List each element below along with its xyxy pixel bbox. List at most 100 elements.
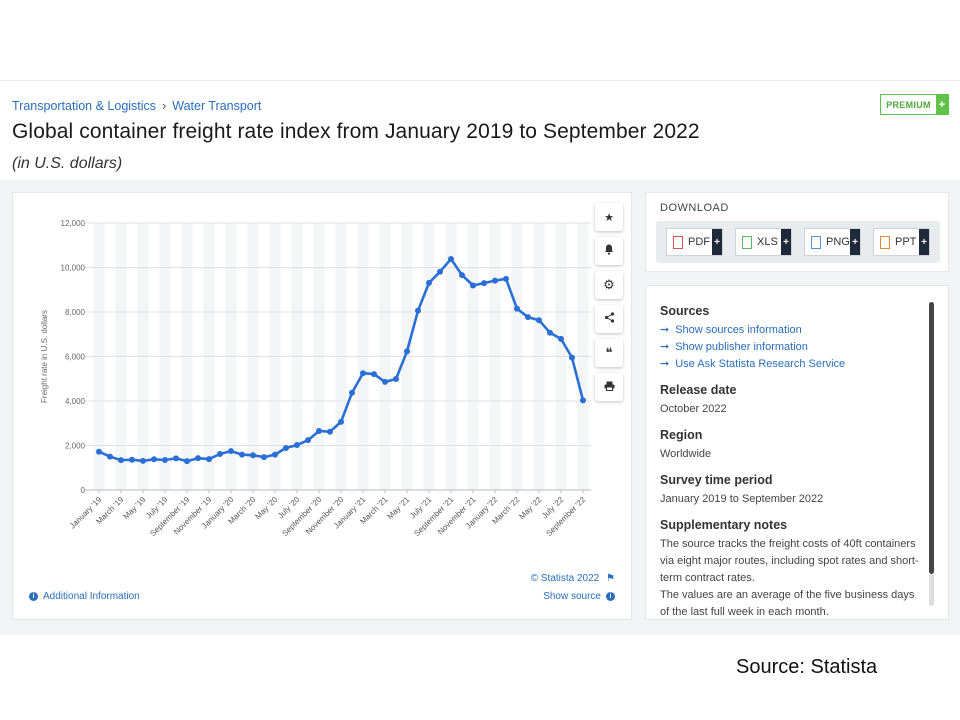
data-point (382, 378, 388, 385)
arrow-right-icon: ➞ (660, 358, 670, 370)
plus-icon: + (850, 229, 860, 255)
data-point (228, 448, 234, 455)
download-buttons: PDF + XLS + PNG + PPT + (656, 221, 940, 263)
x-tick-label: September '22 (544, 495, 587, 538)
download-title: DOWNLOAD (660, 202, 729, 214)
ppt-file-icon (880, 235, 890, 249)
y-tick-label: 12,000 (61, 219, 86, 228)
download-png-button[interactable]: PNG + (804, 228, 861, 256)
data-point (437, 268, 443, 275)
data-point (118, 457, 124, 464)
star-icon: ★ (604, 211, 614, 224)
download-ppt-button[interactable]: PPT + (873, 228, 930, 256)
x-tick-label: May '19 (121, 495, 147, 521)
flag-icon: ⚑ (606, 573, 615, 584)
x-tick-label: May '22 (517, 495, 543, 521)
data-point (96, 448, 102, 455)
plus-icon: + (919, 229, 929, 255)
data-point (360, 370, 366, 377)
slide-source-caption: Source: Statista (736, 656, 878, 678)
data-point (558, 335, 564, 342)
download-pdf-label: PDF (688, 236, 710, 248)
data-point (206, 456, 212, 463)
show-sources-label: Show sources information (675, 324, 802, 336)
data-point (404, 348, 410, 355)
data-point (184, 458, 190, 465)
data-point (580, 397, 586, 404)
scrollbar-track[interactable] (929, 574, 934, 606)
data-point (514, 305, 520, 312)
png-file-icon (811, 235, 821, 249)
info-icon: i (606, 592, 615, 601)
share-button[interactable] (595, 305, 623, 333)
chart-card: 0 2,000 4,000 6,000 8,000 10,000 12,000 Freight… (12, 192, 632, 620)
data-point (294, 442, 300, 449)
settings-button[interactable]: ⚙ (595, 271, 623, 299)
header-divider (0, 80, 960, 81)
data-point (393, 375, 399, 382)
breadcrumb: Transportation & Logistics › Water Trans… (12, 99, 261, 113)
show-sources-link[interactable]: ➞ Show sources information (660, 322, 922, 339)
download-xls-label: XLS (757, 236, 778, 248)
xls-file-icon (742, 235, 752, 249)
data-point (316, 428, 322, 435)
data-point (371, 371, 377, 378)
data-point (250, 452, 256, 459)
scrollbar-thumb[interactable] (929, 302, 934, 574)
pdf-file-icon (673, 235, 683, 249)
data-point (162, 456, 168, 463)
show-source-label: Show source (543, 591, 601, 602)
y-axis-label: Freight rate in U.S. dollars (40, 310, 49, 403)
premium-badge[interactable]: PREMIUM + (880, 94, 949, 115)
data-point (448, 256, 454, 263)
data-point (470, 282, 476, 289)
y-tick-label: 0 (81, 486, 86, 495)
download-xls-button[interactable]: XLS + (735, 228, 792, 256)
data-point (547, 329, 553, 336)
print-button[interactable] (595, 373, 623, 401)
additional-information-link[interactable]: i Additional Information (29, 591, 140, 602)
data-point (536, 317, 542, 324)
download-pdf-button[interactable]: PDF + (666, 228, 723, 256)
data-point (283, 444, 289, 451)
premium-label: PREMIUM (886, 99, 931, 110)
data-point (525, 314, 531, 321)
quote-icon: ❝ (605, 345, 613, 360)
plus-icon: + (712, 229, 722, 255)
arrow-right-icon: ➞ (660, 324, 670, 336)
download-panel: DOWNLOAD PDF + XLS + PNG + PPT + (645, 192, 949, 272)
data-point (481, 280, 487, 287)
data-point (459, 272, 465, 279)
data-point (349, 389, 355, 396)
ask-statista-label: Use Ask Statista Research Service (675, 358, 846, 370)
data-point (107, 453, 113, 460)
info-icon: i (29, 592, 38, 601)
data-point (415, 307, 421, 314)
data-point (173, 455, 179, 462)
region-heading: Region (660, 428, 703, 442)
data-point (338, 418, 344, 425)
region-value: Worldwide (660, 448, 712, 460)
data-point (569, 354, 575, 361)
premium-plus-icon: + (936, 95, 948, 114)
chart-copyright[interactable]: © Statista 2022 ⚑ (531, 573, 615, 584)
data-point (492, 277, 498, 284)
share-icon (604, 312, 615, 326)
download-ppt-label: PPT (895, 236, 917, 248)
ask-statista-link[interactable]: ➞ Use Ask Statista Research Service (660, 356, 922, 373)
show-publisher-link[interactable]: ➞ Show publisher information (660, 339, 922, 356)
notification-button[interactable] (595, 237, 623, 265)
show-source-link[interactable]: Show source i (543, 591, 615, 602)
data-point (327, 428, 333, 435)
show-publisher-label: Show publisher information (675, 341, 808, 353)
x-tick-label: May '21 (385, 495, 411, 521)
bell-icon (604, 244, 614, 258)
data-point (305, 437, 311, 444)
star-button[interactable]: ★ (595, 203, 623, 231)
breadcrumb-item-transportation[interactable]: Transportation & Logistics (12, 99, 157, 113)
data-point (140, 457, 146, 464)
cite-button[interactable]: ❝ (595, 339, 623, 367)
download-png-label: PNG (826, 236, 850, 248)
breadcrumb-item-water-transport[interactable]: Water Transport (172, 99, 262, 113)
y-tick-label: 8,000 (65, 308, 86, 317)
